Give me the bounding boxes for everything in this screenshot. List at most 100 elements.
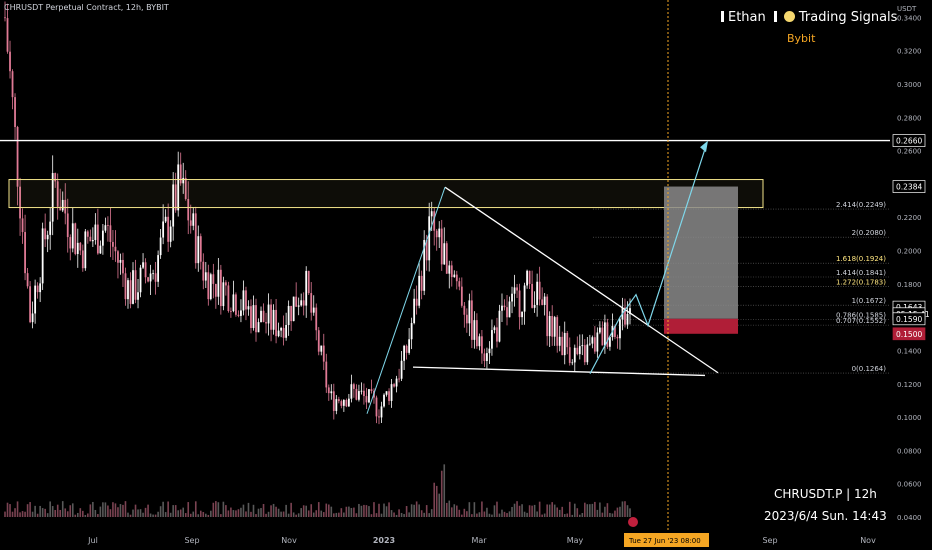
volume-bar <box>378 503 380 517</box>
volume-bar <box>267 511 270 517</box>
volume-bar <box>82 510 84 517</box>
candle-body <box>375 397 378 417</box>
candle-body <box>475 320 478 347</box>
volume-bar <box>307 510 310 517</box>
volume-bar <box>448 500 451 517</box>
candle-body <box>626 314 629 325</box>
candle-body <box>124 273 127 300</box>
price-label-box <box>892 134 926 147</box>
candle-body <box>345 400 348 407</box>
y-tick-label: 0.1800 <box>897 281 922 289</box>
candle-body <box>360 390 363 392</box>
candle-body <box>152 273 154 275</box>
volume-bar <box>563 514 566 517</box>
volume-bar <box>596 509 599 517</box>
volume-bar <box>536 511 538 517</box>
candle-body <box>337 399 340 402</box>
candle-body <box>588 343 591 345</box>
candle-body <box>511 293 513 302</box>
triangle-lower-line <box>412 366 706 377</box>
volume-bar <box>626 505 629 517</box>
candle-body <box>551 316 554 337</box>
fib-level-label: 2.414(0.2249) <box>836 201 886 209</box>
candle-body <box>568 347 571 363</box>
candle-body <box>177 164 180 211</box>
candle-body <box>94 224 97 241</box>
volume-bar <box>277 508 280 517</box>
candle-body <box>217 269 220 297</box>
volume-bar <box>99 506 102 517</box>
projection-arrowhead <box>700 140 708 153</box>
volume-bar <box>54 509 57 517</box>
volume-bar <box>508 511 511 517</box>
candle-body <box>578 346 581 355</box>
candle-body <box>66 213 69 238</box>
volume-bar <box>280 511 282 517</box>
volume-bar <box>312 512 315 517</box>
volume-bar <box>317 502 320 517</box>
candle-body <box>629 308 631 315</box>
volume-bar <box>290 502 292 517</box>
y-tick-label: 0.3400 <box>897 14 922 22</box>
candle-body <box>400 360 403 379</box>
candle-body <box>586 344 589 363</box>
candle-body <box>498 310 501 342</box>
candle-body <box>101 230 104 246</box>
volume-bar <box>112 502 114 517</box>
candle-body <box>29 286 32 323</box>
candle-body <box>297 305 300 307</box>
y-tick-label: 0.1400 <box>897 347 922 355</box>
volume-bar <box>619 506 621 517</box>
candle-body <box>137 292 139 300</box>
candle-body <box>460 286 463 306</box>
volume-bar <box>255 514 257 517</box>
candle-body <box>79 242 82 251</box>
candle-body <box>553 317 556 337</box>
volume-bar <box>350 507 353 517</box>
candle-body <box>132 270 134 304</box>
volume-bar <box>240 507 242 517</box>
volume-bar <box>521 504 523 517</box>
volume-bar <box>594 501 596 517</box>
volume-bar <box>548 504 551 517</box>
candle-body <box>428 216 431 261</box>
volume-bar <box>496 501 498 517</box>
volume-bar <box>466 511 468 517</box>
volume-bar <box>435 485 438 517</box>
candle-body <box>114 246 117 252</box>
candle-body <box>358 391 360 400</box>
candle-body <box>46 234 49 240</box>
candle-body <box>445 243 448 274</box>
y-tick-label: 0.0800 <box>897 447 922 455</box>
volume-bar <box>92 501 94 517</box>
volume-bar <box>345 506 348 517</box>
volume-bar <box>360 505 363 517</box>
candle-body <box>209 274 212 300</box>
candle-body <box>556 317 559 346</box>
volume-bar <box>102 502 104 517</box>
candle-body <box>49 221 52 235</box>
candle-body <box>576 347 579 355</box>
volume-bar <box>533 504 536 517</box>
candle-body <box>59 206 62 211</box>
volume-bar <box>247 502 250 517</box>
candle-body <box>508 301 511 318</box>
volume-bar <box>237 509 240 517</box>
candle-body <box>531 283 534 308</box>
candle-body <box>36 285 39 293</box>
candle-body <box>365 396 368 403</box>
candle-body <box>385 391 388 395</box>
candle-body <box>167 216 170 242</box>
fib-level-label: 1.618(0.1924) <box>836 255 886 263</box>
bar-icon <box>773 11 777 22</box>
candle-body <box>425 239 428 261</box>
candle-body <box>119 259 122 263</box>
volume-bar <box>599 502 601 517</box>
candle-body <box>563 332 566 356</box>
volume-bar <box>365 505 368 517</box>
candle-body <box>598 327 601 333</box>
volume-bar <box>212 502 215 517</box>
volume-bar <box>363 504 365 517</box>
candle-body <box>245 290 247 310</box>
